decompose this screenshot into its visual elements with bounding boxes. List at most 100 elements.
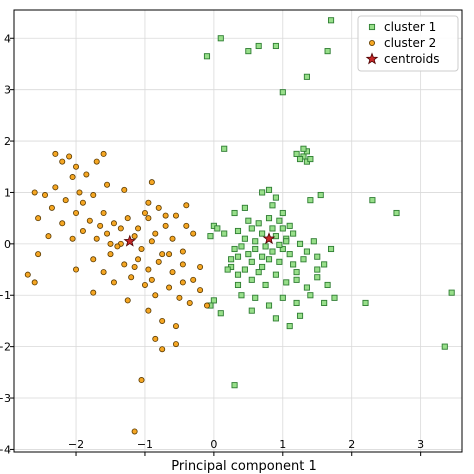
cluster1-point (293, 299, 300, 307)
cluster2-point (203, 302, 210, 309)
cluster1-point (293, 150, 300, 157)
cluster2-point (35, 251, 42, 258)
cluster1-point (231, 209, 238, 217)
cluster1-point (259, 230, 266, 237)
cluster1-point (290, 261, 297, 268)
cluster1-point (269, 202, 276, 209)
cluster2-point (179, 261, 186, 268)
cluster2-point (155, 204, 162, 211)
cluster2-point (183, 202, 190, 209)
cluster1-point (441, 343, 448, 350)
cluster2-point (45, 233, 52, 240)
cluster1-point (259, 189, 266, 196)
cluster1-point (272, 233, 279, 240)
legend: cluster 1 cluster 2 centroids (357, 15, 459, 72)
cluster2-point (135, 256, 142, 263)
cluster2-point (90, 256, 97, 263)
cluster2-point (104, 230, 111, 237)
cluster1-point (283, 279, 290, 286)
cluster1-point (272, 42, 279, 50)
cluster1-point (224, 266, 231, 273)
cluster2-point (166, 284, 173, 291)
cluster1-point (286, 251, 293, 258)
cluster2-point (73, 163, 80, 170)
cluster1-point (248, 258, 255, 265)
cluster2-point (48, 204, 55, 211)
cluster1-point (234, 281, 242, 289)
cluster2-point (121, 261, 128, 268)
y-tick-label: −1 (0, 289, 11, 302)
cluster2-point (110, 220, 117, 227)
cluster2-point (79, 199, 86, 206)
cluster2-point (172, 323, 179, 330)
cluster1-point (300, 145, 307, 152)
cluster2-point (124, 297, 131, 304)
cluster2-point (135, 225, 142, 232)
cluster1-point (265, 302, 273, 309)
cluster2-point (100, 150, 107, 157)
grid-layer (14, 10, 462, 452)
cluster2-point (172, 212, 179, 219)
cluster2-point (90, 192, 97, 199)
cluster2-point (131, 263, 138, 270)
cluster2-point (59, 158, 66, 165)
cluster1-point (276, 217, 283, 224)
cluster1-point (362, 299, 369, 307)
plot-frame (13, 9, 463, 453)
cluster1-point (262, 281, 269, 289)
y-tick-label: −3 (0, 392, 11, 405)
cluster2-point (186, 299, 193, 306)
cluster2-point (93, 158, 100, 165)
cluster1-point (214, 225, 221, 232)
cluster2-point (83, 171, 90, 178)
cluster2-point (79, 227, 86, 234)
cluster2-point (73, 266, 80, 273)
cluster1-point (276, 241, 283, 248)
cluster2-point (117, 225, 124, 232)
cluster1-point (293, 269, 300, 276)
legend-marker (368, 23, 376, 31)
cluster1-point (327, 245, 335, 253)
cluster1-point (241, 235, 248, 242)
cluster2-point (159, 251, 166, 258)
cluster2-point (66, 153, 73, 160)
cluster1-point (221, 230, 228, 237)
cluster1-point (228, 256, 235, 263)
cluster1-point (259, 253, 266, 260)
cluster1-point (245, 251, 252, 258)
cluster2-point (155, 258, 162, 265)
centroid-marker (123, 234, 137, 247)
cluster1-point (296, 155, 304, 163)
cluster1-point (317, 191, 324, 199)
cluster1-point (245, 48, 252, 55)
cluster1-point (307, 292, 314, 299)
cluster2-point (159, 346, 166, 353)
cluster1-point (327, 17, 335, 24)
cluster2-point (52, 150, 59, 157)
cluster1-point (221, 145, 228, 152)
cluster1-point (310, 238, 317, 245)
cluster2-point (90, 289, 97, 296)
legend-marker (368, 40, 375, 47)
cluster2-point (152, 335, 159, 342)
cluster1-point (255, 220, 262, 227)
cluster1-point (269, 225, 276, 232)
cluster1-point (234, 253, 242, 260)
cluster2-point (166, 251, 173, 258)
cluster2-point (128, 274, 135, 281)
cluster2-point (190, 276, 197, 283)
cluster2-point (35, 215, 42, 222)
cluster1-point (393, 209, 400, 217)
cluster1-point (231, 245, 238, 253)
cluster1-point (290, 230, 297, 237)
cluster2-point (114, 243, 121, 250)
cluster1-point (248, 225, 255, 232)
cluster1-point (279, 89, 286, 96)
cluster1-point (248, 276, 255, 283)
cluster1-point (217, 310, 224, 317)
cluster2-point (145, 307, 152, 314)
cluster2-point (52, 184, 59, 191)
cluster2-point (152, 230, 159, 237)
centroid-marker (262, 232, 276, 245)
